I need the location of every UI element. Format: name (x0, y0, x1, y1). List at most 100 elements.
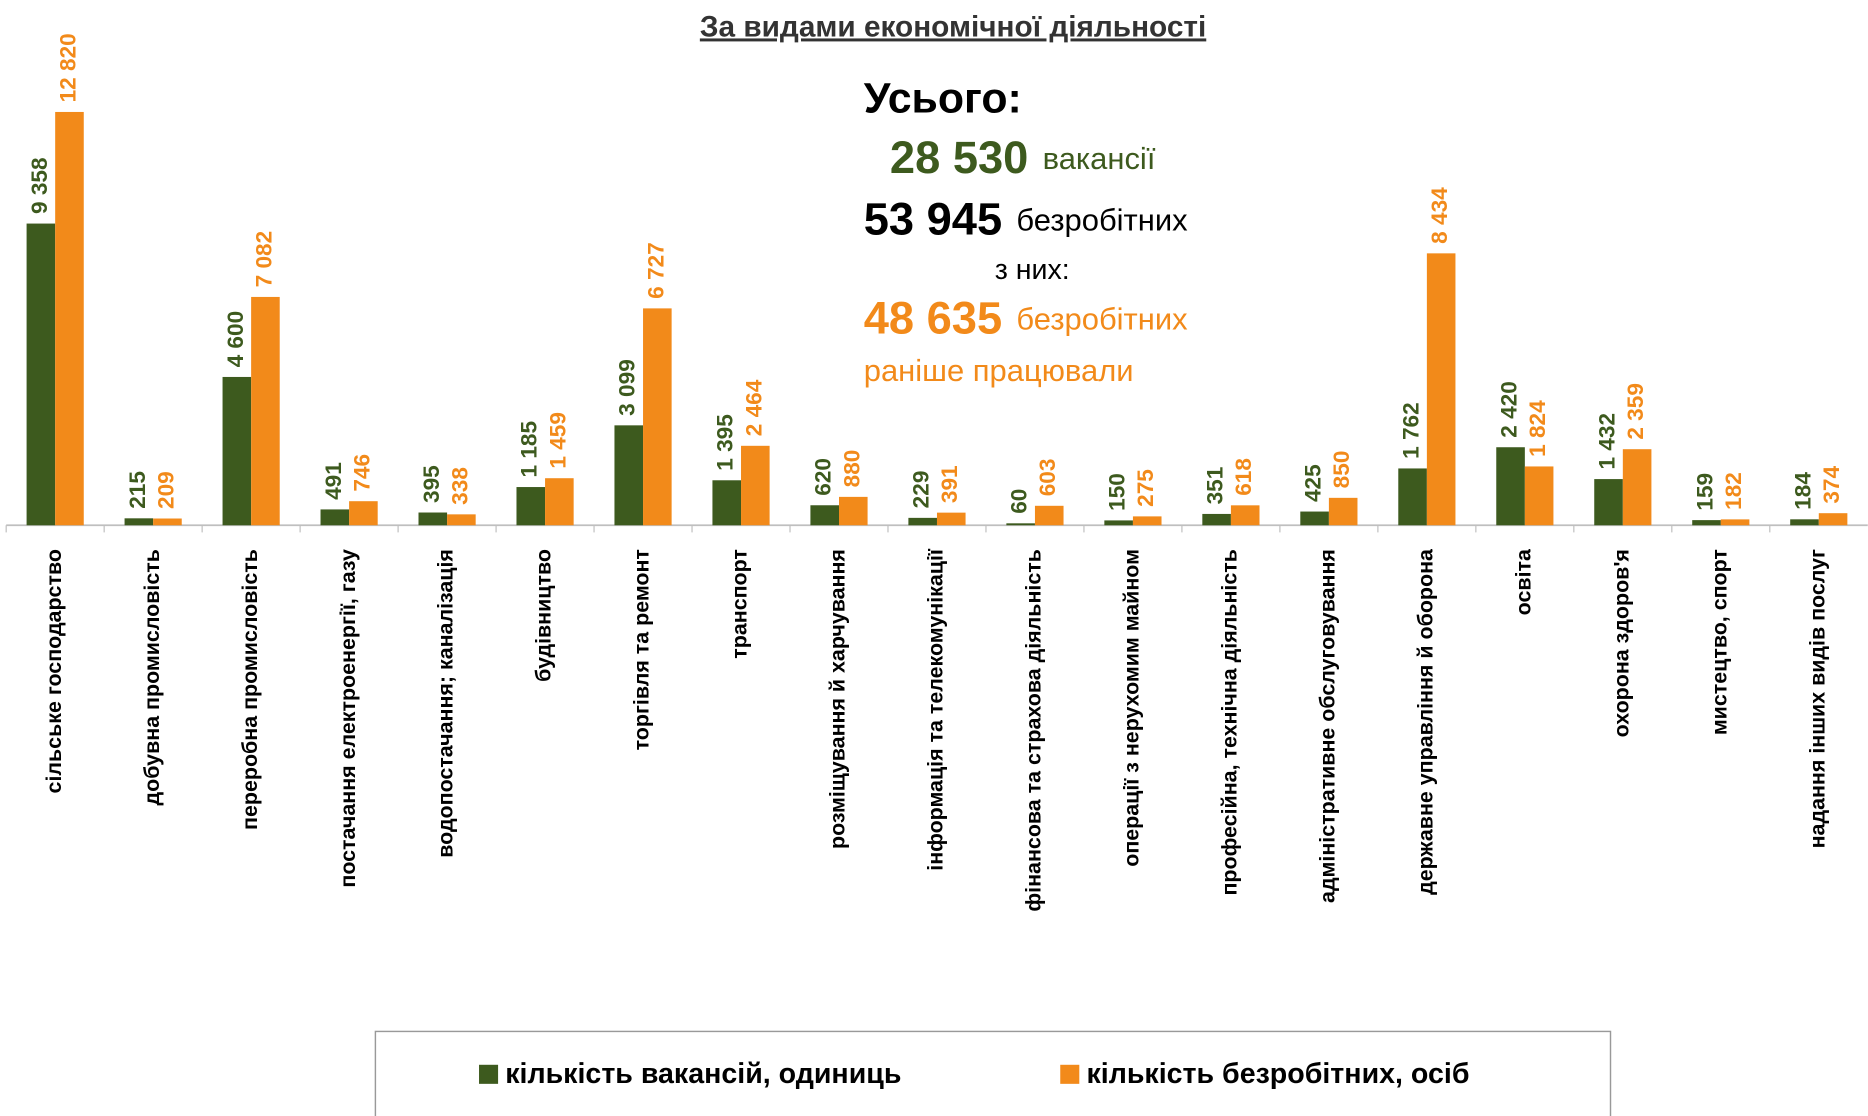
bar (908, 517, 937, 526)
x-tick-label: державне управління й оборона (1414, 548, 1438, 895)
legend-swatch (479, 1064, 499, 1084)
value-label: 209 (153, 471, 178, 509)
value-label: 159 (1692, 473, 1717, 511)
bar (1496, 447, 1525, 526)
value-label: 746 (349, 454, 374, 492)
value-label: 1 459 (545, 412, 570, 469)
value-label: 2 420 (1497, 381, 1522, 438)
value-label: 184 (1790, 472, 1815, 510)
value-label: 338 (447, 467, 472, 505)
bar (1230, 505, 1260, 526)
x-tick-label: добувна промисловість (140, 549, 164, 805)
value-label: 1 824 (1525, 400, 1550, 457)
bar (1132, 516, 1162, 526)
bar (1034, 505, 1064, 526)
legend-label: кількість вакансій, одиниць (505, 1058, 901, 1090)
bar (1300, 511, 1329, 526)
value-label: 4 600 (223, 311, 248, 368)
x-tick-label: мистецтво, спорт (1707, 549, 1731, 735)
value-label: 2 464 (741, 379, 766, 436)
bar (1328, 497, 1358, 526)
chart-title: За видами економічної діяльності (700, 10, 1206, 43)
bar (1006, 523, 1035, 526)
x-tick-label: інформація та телекомунікації (924, 548, 948, 871)
total-label: Усього: (864, 75, 1022, 123)
bar (447, 514, 476, 526)
summary: Усього: 28 530 вакансії 53 945 безробітних… (864, 75, 1188, 388)
value-label: 3 099 (615, 359, 640, 416)
bar (222, 376, 252, 526)
bar (1594, 479, 1623, 526)
value-label: 351 (1203, 467, 1228, 505)
bar (741, 445, 770, 526)
value-label: 229 (909, 471, 934, 509)
x-tick-label: розміщування й харчування (826, 549, 850, 849)
bar (545, 478, 574, 526)
value-label: 620 (811, 458, 836, 496)
legend-label: кількість безробітних, осіб (1086, 1058, 1469, 1090)
vacancies-line: 28 530 вакансії (890, 132, 1156, 183)
legend-box (374, 1030, 1612, 1116)
value-label: 618 (1231, 458, 1256, 496)
value-label: 182 (1721, 472, 1746, 510)
bar (124, 518, 154, 526)
x-tick-label: фінансова та страхова діяльність (1022, 549, 1046, 912)
bar (1398, 468, 1427, 526)
x-tick-label: охорона здоров'я (1609, 549, 1633, 737)
bar (251, 296, 280, 526)
bar (1524, 466, 1554, 526)
x-tick-label: постачання електроенергії, газу (336, 549, 360, 888)
value-label: 6 727 (643, 242, 668, 299)
bar (1720, 519, 1750, 526)
bar (614, 425, 644, 526)
x-tick-label: транспорт (728, 549, 752, 659)
x-tick-label: переробна промисловість (238, 549, 262, 830)
bar (936, 512, 966, 526)
previously-note: раніше працювали (864, 353, 1134, 388)
x-tick-label: адміністративне обслуговування (1316, 549, 1340, 903)
value-label: 9 358 (27, 157, 52, 214)
bar (516, 487, 546, 526)
bar (320, 509, 350, 526)
bar (1692, 520, 1721, 526)
bar (1622, 449, 1652, 526)
bar (643, 308, 672, 526)
bar (349, 501, 378, 526)
value-label: 491 (321, 462, 346, 500)
unemployed-value: 53 945 (864, 194, 1002, 245)
bar (26, 223, 56, 526)
bar (810, 505, 839, 526)
bar (1426, 253, 1456, 526)
x-tick-label: сільське господарство (42, 549, 66, 793)
x-tick-label: освіта (1512, 548, 1536, 615)
of-them: з них: (995, 254, 1070, 286)
bar (838, 496, 868, 526)
x-tick-label: операції з нерухомим майном (1120, 549, 1144, 867)
value-label: 150 (1105, 473, 1130, 511)
bar (712, 480, 742, 526)
value-label: 374 (1819, 466, 1844, 504)
bar (1202, 513, 1231, 526)
value-label: 395 (419, 465, 444, 503)
previously-label: безробітних (1016, 302, 1188, 337)
bar (153, 518, 182, 526)
value-label: 7 082 (251, 231, 276, 288)
value-label: 880 (839, 450, 864, 488)
value-label: 850 (1329, 451, 1354, 489)
x-tick-label: будівництво (532, 549, 556, 682)
value-label: 1 185 (517, 421, 542, 478)
bar (55, 111, 84, 526)
value-label: 603 (1035, 459, 1060, 497)
value-label: 12 820 (55, 33, 80, 102)
value-label: 60 (1007, 489, 1032, 514)
value-label: 425 (1301, 464, 1326, 502)
unemployed-label: безробітних (1016, 203, 1188, 238)
legend-swatch (1060, 1064, 1080, 1084)
unemployed-line: 53 945 безробітних (864, 194, 1188, 245)
vacancies-value: 28 530 (890, 132, 1028, 183)
value-label: 8 434 (1427, 187, 1452, 244)
value-label: 215 (125, 471, 150, 509)
value-label: 1 762 (1399, 402, 1424, 459)
x-tick-label: професійна, технічна діяльність (1218, 549, 1242, 895)
